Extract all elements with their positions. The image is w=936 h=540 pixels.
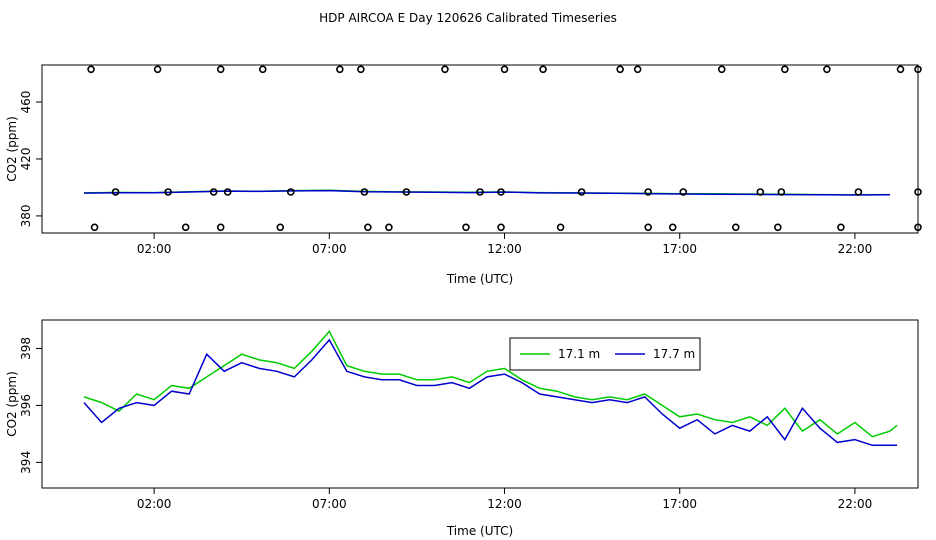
data-point xyxy=(111,188,120,196)
x-axis-title: Time (UTC) xyxy=(446,272,513,286)
x-tick-label: 12:00 xyxy=(487,242,522,256)
x-tick-label: 07:00 xyxy=(312,497,347,511)
data-point xyxy=(181,223,190,232)
data-point xyxy=(500,65,509,74)
y-tick-label: 394 xyxy=(19,451,33,474)
x-tick-label: 02:00 xyxy=(137,242,172,256)
legend-label: 17.7 m xyxy=(653,347,695,361)
data-point xyxy=(276,223,285,232)
data-point xyxy=(556,223,565,232)
data-point xyxy=(914,223,922,232)
data-point xyxy=(476,188,484,196)
data-point xyxy=(644,188,652,196)
data-point xyxy=(777,188,786,196)
x-tick-label: 07:00 xyxy=(312,242,347,256)
data-point xyxy=(717,65,726,74)
plot-frame xyxy=(41,319,919,489)
data-point xyxy=(153,65,162,74)
data-point xyxy=(462,223,470,232)
y-tick-label: 420 xyxy=(19,148,33,171)
data-point xyxy=(497,188,505,196)
data-point xyxy=(223,188,232,196)
data-point xyxy=(616,65,624,74)
series-line xyxy=(83,189,891,196)
data-point xyxy=(216,223,225,232)
panel-top: 02:00 07:00 12:00 17:00 22:00 380 420 460 Time (… xyxy=(5,64,922,286)
y-axis-title: CO2 (ppm) xyxy=(5,116,19,182)
plot-frame xyxy=(41,64,919,234)
data-point xyxy=(497,223,505,232)
series-line xyxy=(83,330,898,438)
x-tick-label: 02:00 xyxy=(137,497,172,511)
data-point xyxy=(837,223,845,232)
data-point xyxy=(364,223,372,232)
data-point xyxy=(164,188,172,196)
y-tick-label: 460 xyxy=(19,91,33,114)
data-point xyxy=(679,188,688,196)
data-point xyxy=(336,65,344,74)
figure-title: HDP AIRCOA E Day 120626 Calibrated Times… xyxy=(319,11,617,25)
x-tick-label: 12:00 xyxy=(487,497,522,511)
data-point xyxy=(577,188,586,196)
legend-label: 17.1 m xyxy=(558,347,600,361)
data-point xyxy=(633,65,642,74)
data-point xyxy=(402,188,411,196)
data-point xyxy=(644,223,652,232)
data-point xyxy=(914,65,922,74)
data-point xyxy=(914,188,922,196)
data-point xyxy=(441,65,449,74)
y-tick-label: 380 xyxy=(19,204,33,227)
data-point xyxy=(854,188,863,196)
data-point xyxy=(896,65,905,74)
panel-bottom: 02:00 07:00 12:00 17:00 22:00 394 396 398 Time (… xyxy=(5,319,919,538)
data-point xyxy=(668,223,677,232)
x-tick-label: 22:00 xyxy=(838,497,873,511)
data-point xyxy=(286,188,295,196)
data-point xyxy=(90,223,99,232)
data-point xyxy=(385,223,393,232)
data-point xyxy=(756,188,765,196)
data-point xyxy=(209,188,218,196)
data-point xyxy=(539,65,547,74)
x-tick-label: 17:00 xyxy=(662,497,697,511)
data-point xyxy=(87,65,95,74)
series-line xyxy=(83,338,897,447)
y-axis-title: CO2 (ppm) xyxy=(5,371,19,437)
data-point xyxy=(781,65,789,74)
x-axis-title: Time (UTC) xyxy=(446,524,513,538)
data-point xyxy=(731,223,740,232)
data-point xyxy=(357,65,365,74)
data-point xyxy=(216,65,225,74)
x-tick-label: 22:00 xyxy=(838,242,873,256)
data-point xyxy=(823,65,831,74)
data-point xyxy=(360,188,369,196)
y-tick-label: 398 xyxy=(19,337,33,360)
y-tick-label: 396 xyxy=(19,394,33,417)
data-point xyxy=(258,65,267,74)
data-point xyxy=(774,223,782,232)
x-tick-label: 17:00 xyxy=(662,242,697,256)
